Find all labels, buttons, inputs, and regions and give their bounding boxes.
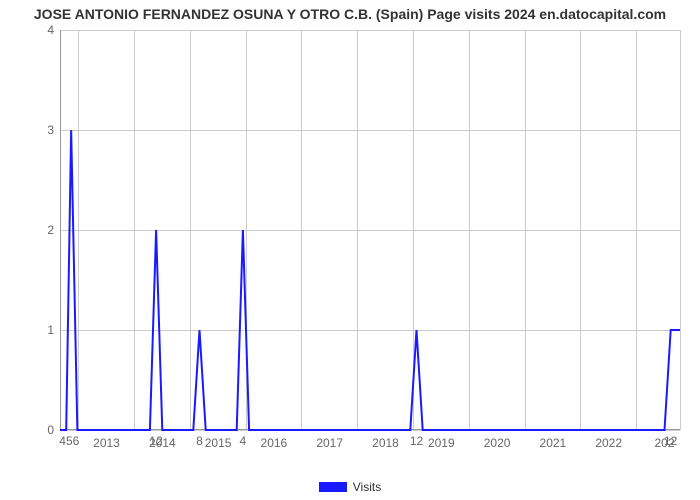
legend-label: Visits — [353, 480, 381, 494]
value-label: 12 — [149, 434, 162, 448]
chart-title: JOSE ANTONIO FERNANDEZ OSUNA Y OTRO C.B.… — [0, 6, 700, 22]
ytick-label: 2 — [47, 223, 54, 237]
xtick-label: 2021 — [540, 436, 567, 450]
xtick-label: 2020 — [484, 436, 511, 450]
xtick-label: 2017 — [316, 436, 343, 450]
value-label: 8 — [196, 434, 203, 448]
value-label: 4 — [240, 434, 247, 448]
value-label: 12 — [410, 434, 423, 448]
value-label: 456 — [59, 434, 79, 448]
xtick-label: 2019 — [428, 436, 455, 450]
legend-swatch — [319, 482, 347, 492]
ytick-label: 1 — [47, 323, 54, 337]
plot-area: 0123420132014201520162017201820192020202… — [60, 30, 680, 430]
xtick-label: 2015 — [205, 436, 232, 450]
xtick-label: 2013 — [93, 436, 120, 450]
ytick-label: 0 — [47, 423, 54, 437]
ytick-label: 3 — [47, 123, 54, 137]
xtick-label: 2018 — [372, 436, 399, 450]
visits-line — [60, 30, 680, 430]
xtick-label: 2016 — [261, 436, 288, 450]
xtick-label: 2022 — [595, 436, 622, 450]
legend: Visits — [0, 480, 700, 494]
value-label: 12 — [664, 434, 677, 448]
ytick-label: 4 — [47, 23, 54, 37]
